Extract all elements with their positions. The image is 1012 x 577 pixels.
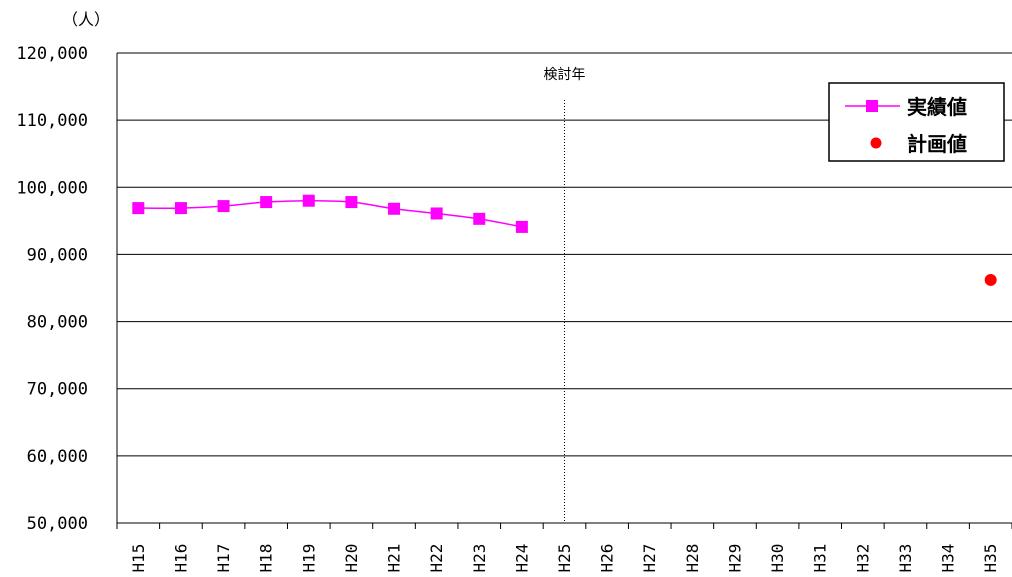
legend-marker-plan (870, 137, 882, 149)
y-tick-label: 50,000 (27, 514, 88, 534)
data-point-plan (984, 273, 997, 286)
x-tick-label: H19 (299, 544, 318, 573)
series-line (138, 199, 523, 228)
x-tick-label: H28 (683, 544, 702, 573)
x-tick-label: H21 (385, 544, 404, 573)
x-tick-label: H24 (512, 544, 531, 573)
data-point-actual (345, 196, 358, 209)
data-point-actual (515, 220, 528, 233)
y-tick-label: 90,000 (27, 245, 88, 265)
y-axis-tick-labels: 50,000 60,000 70,000 80,000 90,000 100,000 110… (16, 44, 88, 534)
x-tick-label: H29 (725, 544, 744, 573)
x-tick-label: H33 (896, 544, 915, 573)
data-point-actual (388, 202, 401, 215)
y-tick-label: 120,000 (16, 44, 88, 64)
x-tick-label: H30 (768, 544, 787, 573)
y-tick-label: 70,000 (27, 380, 88, 400)
y-axis-unit-label: （人） (62, 10, 110, 29)
x-tick-label: H23 (470, 544, 489, 573)
legend-label-actual: 実績値 (907, 95, 967, 119)
x-tick-label: H22 (427, 544, 446, 573)
x-axis-tick-labels: H15 H16 H17 H18 H19 H20 H21 H22 H23 H24 H25 H26 H27 H… (129, 544, 1000, 573)
data-point-actual (302, 194, 315, 207)
x-tick-label: H34 (939, 544, 958, 573)
x-tick-label: H35 (981, 544, 1000, 573)
legend: 実績値 計画値 (828, 82, 1005, 162)
data-point-actual (174, 202, 187, 215)
x-tick-label: H20 (342, 544, 361, 573)
x-tick-label: H25 (555, 544, 574, 573)
y-tick-label: 100,000 (16, 178, 88, 198)
y-tick-label: 80,000 (27, 313, 88, 333)
y-tick-label: 60,000 (27, 447, 88, 467)
legend-box (828, 82, 1005, 162)
series-layer (132, 194, 997, 286)
data-point-actual (132, 202, 145, 215)
x-tick-label: H15 (129, 544, 148, 573)
x-tick-label: H18 (257, 544, 276, 573)
data-point-actual (260, 196, 273, 209)
x-tick-label: H27 (640, 544, 659, 573)
review-year-annotation: 検討年 (544, 67, 586, 83)
data-point-actual (430, 207, 443, 220)
x-tick-label: H31 (811, 544, 830, 573)
x-tick-label: H32 (853, 544, 872, 573)
x-tick-label: H16 (171, 544, 190, 573)
y-tick-label: 110,000 (16, 111, 88, 131)
data-point-actual (217, 200, 230, 213)
x-tick-label: H17 (214, 544, 233, 573)
legend-label-plan: 計画値 (907, 132, 967, 156)
legend-marker-actual (866, 100, 878, 112)
data-point-actual (473, 212, 486, 225)
x-tick-label: H26 (598, 544, 617, 573)
